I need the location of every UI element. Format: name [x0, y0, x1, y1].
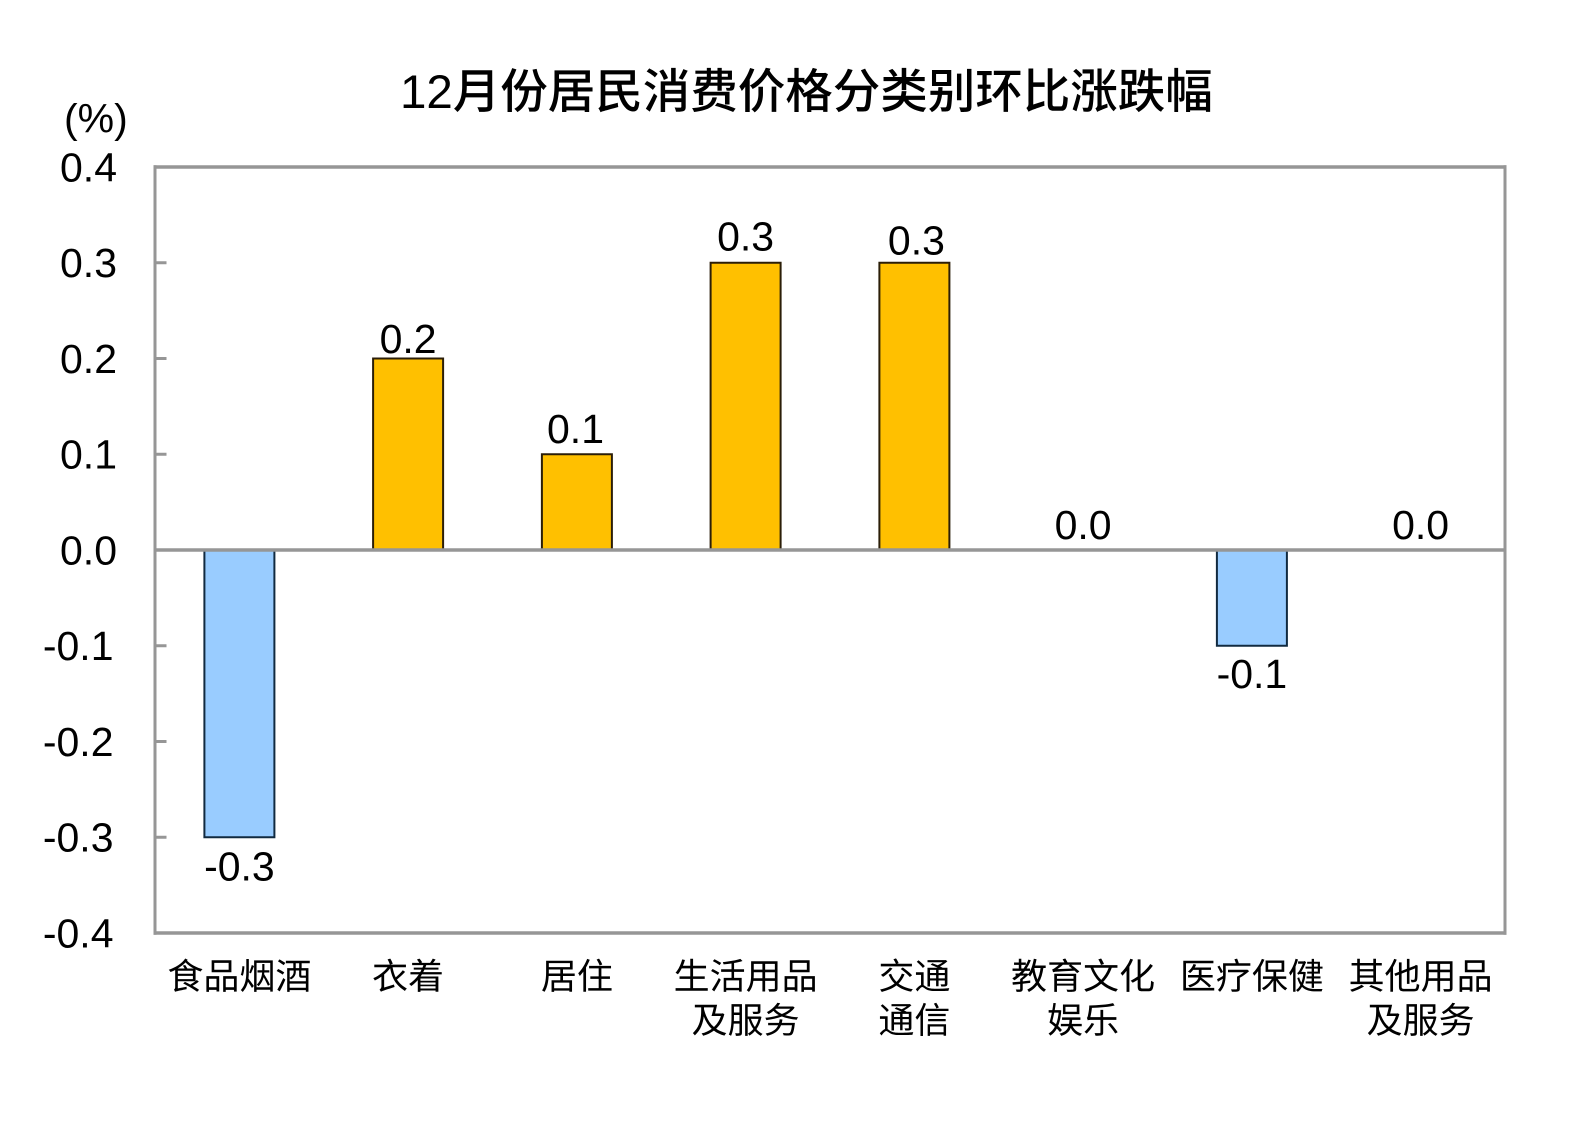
- svg-text:-0.1: -0.1: [1217, 651, 1288, 697]
- svg-text:0.0: 0.0: [1392, 502, 1449, 548]
- svg-text:-0.2: -0.2: [43, 719, 114, 765]
- svg-text:0.0: 0.0: [1055, 502, 1112, 548]
- svg-text:0.0: 0.0: [60, 527, 117, 573]
- svg-text:-0.4: -0.4: [43, 910, 114, 956]
- svg-text:0.4: 0.4: [60, 144, 117, 190]
- svg-text:-0.3: -0.3: [43, 815, 114, 861]
- svg-text:0.3: 0.3: [717, 214, 774, 260]
- svg-text:0.2: 0.2: [60, 336, 117, 382]
- svg-text:0.3: 0.3: [888, 218, 945, 264]
- svg-text:0.1: 0.1: [60, 432, 117, 478]
- svg-text:0.3: 0.3: [60, 240, 117, 286]
- svg-text:12: 12: [400, 66, 453, 119]
- svg-text:(%): (%): [64, 96, 128, 142]
- svg-text:-0.1: -0.1: [43, 623, 114, 669]
- svg-text:0.1: 0.1: [547, 406, 604, 452]
- svg-text:0.2: 0.2: [380, 316, 437, 362]
- svg-text:-0.3: -0.3: [204, 844, 275, 890]
